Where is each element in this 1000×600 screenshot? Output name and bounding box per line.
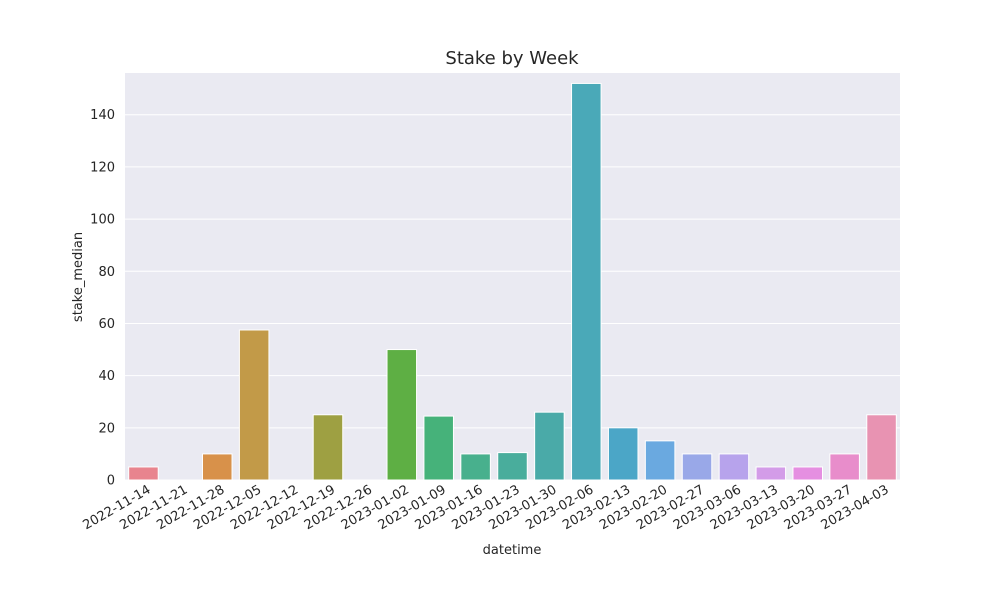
y-tick-label: 120	[90, 160, 115, 175]
y-tick-label: 20	[98, 421, 115, 436]
y-tick-label: 0	[107, 474, 115, 489]
bar-2023-04-03	[866, 414, 897, 481]
bar-2023-01-02	[386, 349, 418, 481]
bar-2023-03-13	[755, 466, 787, 481]
y-tick-label: 60	[98, 317, 115, 332]
bar-2023-03-20	[792, 466, 824, 481]
bar-2023-03-27	[829, 453, 860, 481]
bar-2022-11-28	[202, 453, 233, 481]
chart-title: Stake by Week	[445, 48, 579, 69]
bar-2023-02-06	[571, 82, 602, 481]
bar-2022-11-14	[128, 466, 159, 481]
bar-2022-12-19	[312, 414, 344, 481]
bar-2023-01-23	[497, 452, 528, 481]
y-tick-label: 40	[98, 369, 115, 384]
x-axis-ticks: 2022-11-142022-11-212022-11-282022-12-05…	[81, 482, 892, 533]
y-tick-label: 140	[90, 108, 115, 123]
bar-2023-02-13	[607, 427, 639, 481]
bar-2023-03-06	[718, 453, 750, 481]
bars	[128, 82, 897, 481]
bar-2023-01-16	[460, 453, 491, 481]
y-axis-ticks: 0 20 40 60 80 100 120 140	[90, 108, 115, 488]
bar-2023-01-30	[534, 411, 565, 481]
bar-2023-02-27	[681, 453, 713, 481]
bar-2022-12-05	[238, 329, 270, 481]
y-tick-label: 100	[90, 213, 115, 228]
bar-2023-02-20	[644, 440, 676, 481]
x-axis-label: datetime	[483, 543, 542, 558]
y-axis-label: stake_median	[71, 232, 86, 322]
y-tick-label: 80	[98, 265, 115, 280]
bar-2023-01-09	[423, 415, 454, 481]
